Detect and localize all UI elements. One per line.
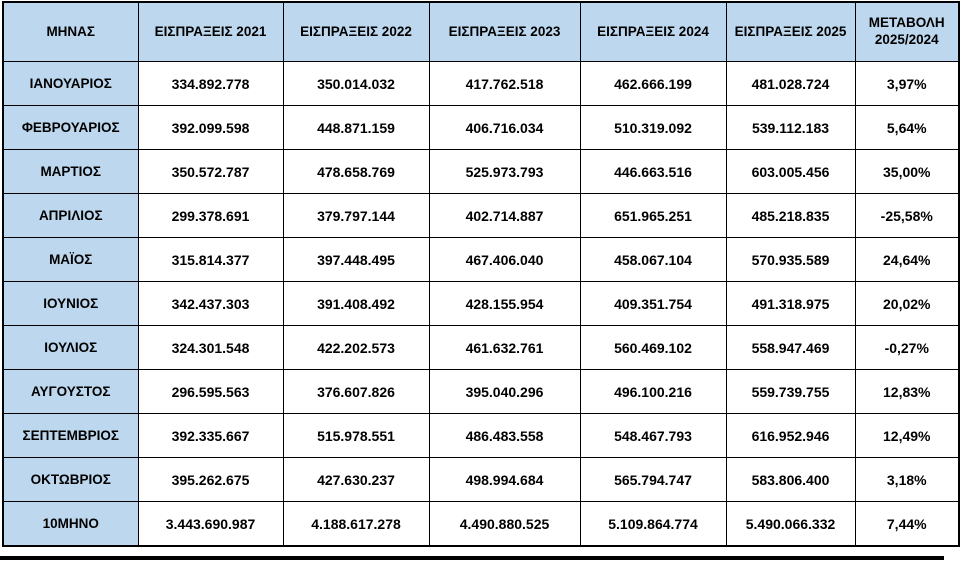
value-cell: 498.994.684 <box>428 457 581 502</box>
value-cell: 406.716.034 <box>428 105 581 150</box>
value-cell: 350.014.032 <box>282 61 430 106</box>
column-header: ΕΙΣΠΡΑΞΕΙΣ 2023 <box>428 1 581 62</box>
value-cell: 616.952.946 <box>725 413 856 458</box>
value-cell: 4.188.617.278 <box>282 501 430 547</box>
value-cell: 397.448.495 <box>282 237 430 282</box>
value-cell: 548.467.793 <box>579 413 727 458</box>
value-cell: 350.572.787 <box>137 149 284 194</box>
value-cell: 651.965.251 <box>579 193 727 238</box>
value-cell: 417.762.518 <box>428 61 581 106</box>
value-cell: 422.202.573 <box>282 325 430 370</box>
month-cell: ΙΑΝΟΥΑΡΙΟΣ <box>2 61 139 106</box>
value-cell: 395.262.675 <box>137 457 284 502</box>
value-cell: 558.947.469 <box>725 325 856 370</box>
value-cell: 315.814.377 <box>137 237 284 282</box>
value-cell: 559.739.755 <box>725 369 856 414</box>
value-cell: 485.218.835 <box>725 193 856 238</box>
table-row: ΣΕΠΤΕΜΒΡΙΟΣ 392.335.667 515.978.551 486.483… <box>2 413 960 458</box>
month-cell: ΜΑΪΟΣ <box>2 237 139 282</box>
value-cell: 486.483.558 <box>428 413 581 458</box>
change-cell: 12,83% <box>854 369 960 414</box>
table-row: ΜΑΪΟΣ 315.814.377 397.448.495 467.406.040 45… <box>2 237 960 282</box>
value-cell: 462.666.199 <box>579 61 727 106</box>
value-cell: 392.099.598 <box>137 105 284 150</box>
value-cell: 510.319.092 <box>579 105 727 150</box>
change-cell: 24,64% <box>854 237 960 282</box>
value-cell: 409.351.754 <box>579 281 727 326</box>
receipts-table: ΜΗΝΑΣ ΕΙΣΠΡΑΞΕΙΣ 2021 ΕΙΣΠΡΑΞΕΙΣ 2022 ΕΙΣΠΡ… <box>2 1 960 547</box>
value-cell: 5.109.864.774 <box>579 501 727 547</box>
change-cell: 7,44% <box>854 501 960 547</box>
value-cell: 3.443.690.987 <box>137 501 284 547</box>
value-cell: 376.607.826 <box>282 369 430 414</box>
column-header: ΕΙΣΠΡΑΞΕΙΣ 2025 <box>725 1 856 62</box>
change-cell: 35,00% <box>854 149 960 194</box>
value-cell: 395.040.296 <box>428 369 581 414</box>
table-row: ΜΑΡΤΙΟΣ 350.572.787 478.658.769 525.973.793… <box>2 149 960 194</box>
column-header: ΜΕΤΑΒΟΛΗ 2025/2024 <box>854 1 960 62</box>
month-cell: 10ΜΗΝΟ <box>2 501 139 547</box>
table-body: ΙΑΝΟΥΑΡΙΟΣ 334.892.778 350.014.032 417.762.… <box>2 61 960 547</box>
month-cell: ΣΕΠΤΕΜΒΡΙΟΣ <box>2 413 139 458</box>
value-cell: 478.658.769 <box>282 149 430 194</box>
value-cell: 481.028.724 <box>725 61 856 106</box>
value-cell: 4.490.880.525 <box>428 501 581 547</box>
value-cell: 392.335.667 <box>137 413 284 458</box>
value-cell: 446.663.516 <box>579 149 727 194</box>
month-cell: ΑΥΓΟΥΣΤΟΣ <box>2 369 139 414</box>
table-row: ΟΚΤΩΒΡΙΟΣ 395.262.675 427.630.237 498.994.6… <box>2 457 960 502</box>
column-header: ΕΙΣΠΡΑΞΕΙΣ 2024 <box>579 1 727 62</box>
column-header: ΕΙΣΠΡΑΞΕΙΣ 2022 <box>282 1 430 62</box>
table-row: ΙΟΥΝΙΟΣ 342.437.303 391.408.492 428.155.954… <box>2 281 960 326</box>
column-header: ΜΗΝΑΣ <box>2 1 139 62</box>
change-cell: -25,58% <box>854 193 960 238</box>
change-cell: 3,97% <box>854 61 960 106</box>
value-cell: 525.973.793 <box>428 149 581 194</box>
month-cell: ΜΑΡΤΙΟΣ <box>2 149 139 194</box>
value-cell: 515.978.551 <box>282 413 430 458</box>
value-cell: 391.408.492 <box>282 281 430 326</box>
value-cell: 583.806.400 <box>725 457 856 502</box>
value-cell: 296.595.563 <box>137 369 284 414</box>
value-cell: 324.301.548 <box>137 325 284 370</box>
value-cell: 342.437.303 <box>137 281 284 326</box>
value-cell: 428.155.954 <box>428 281 581 326</box>
value-cell: 491.318.975 <box>725 281 856 326</box>
bottom-rule <box>0 556 944 560</box>
total-row: 10ΜΗΝΟ 3.443.690.987 4.188.617.278 4.490.88… <box>2 501 960 547</box>
value-cell: 402.714.887 <box>428 193 581 238</box>
value-cell: 458.067.104 <box>579 237 727 282</box>
month-cell: ΦΕΒΡΟΥΑΡΙΟΣ <box>2 105 139 150</box>
change-cell: -0,27% <box>854 325 960 370</box>
value-cell: 467.406.040 <box>428 237 581 282</box>
month-cell: ΟΚΤΩΒΡΙΟΣ <box>2 457 139 502</box>
month-cell: ΙΟΥΝΙΟΣ <box>2 281 139 326</box>
value-cell: 461.632.761 <box>428 325 581 370</box>
value-cell: 334.892.778 <box>137 61 284 106</box>
table-row: ΙΑΝΟΥΑΡΙΟΣ 334.892.778 350.014.032 417.762.… <box>2 61 960 106</box>
table-header-row: ΜΗΝΑΣ ΕΙΣΠΡΑΞΕΙΣ 2021 ΕΙΣΠΡΑΞΕΙΣ 2022 ΕΙΣΠΡ… <box>2 1 960 62</box>
value-cell: 427.630.237 <box>282 457 430 502</box>
value-cell: 5.490.066.332 <box>725 501 856 547</box>
value-cell: 379.797.144 <box>282 193 430 238</box>
change-cell: 20,02% <box>854 281 960 326</box>
change-cell: 12,49% <box>854 413 960 458</box>
value-cell: 565.794.747 <box>579 457 727 502</box>
value-cell: 570.935.589 <box>725 237 856 282</box>
value-cell: 299.378.691 <box>137 193 284 238</box>
table-row: ΦΕΒΡΟΥΑΡΙΟΣ 392.099.598 448.871.159 406.716… <box>2 105 960 150</box>
value-cell: 496.100.216 <box>579 369 727 414</box>
value-cell: 603.005.456 <box>725 149 856 194</box>
month-cell: ΙΟΥΛΙΟΣ <box>2 325 139 370</box>
table-row: ΑΥΓΟΥΣΤΟΣ 296.595.563 376.607.826 395.040.2… <box>2 369 960 414</box>
change-cell: 3,18% <box>854 457 960 502</box>
column-header: ΕΙΣΠΡΑΞΕΙΣ 2021 <box>137 1 284 62</box>
month-cell: ΑΠΡΙΛΙΟΣ <box>2 193 139 238</box>
value-cell: 539.112.183 <box>725 105 856 150</box>
table-row: ΙΟΥΛΙΟΣ 324.301.548 422.202.573 461.632.761… <box>2 325 960 370</box>
table-row: ΑΠΡΙΛΙΟΣ 299.378.691 379.797.144 402.714.88… <box>2 193 960 238</box>
change-cell: 5,64% <box>854 105 960 150</box>
value-cell: 560.469.102 <box>579 325 727 370</box>
value-cell: 448.871.159 <box>282 105 430 150</box>
